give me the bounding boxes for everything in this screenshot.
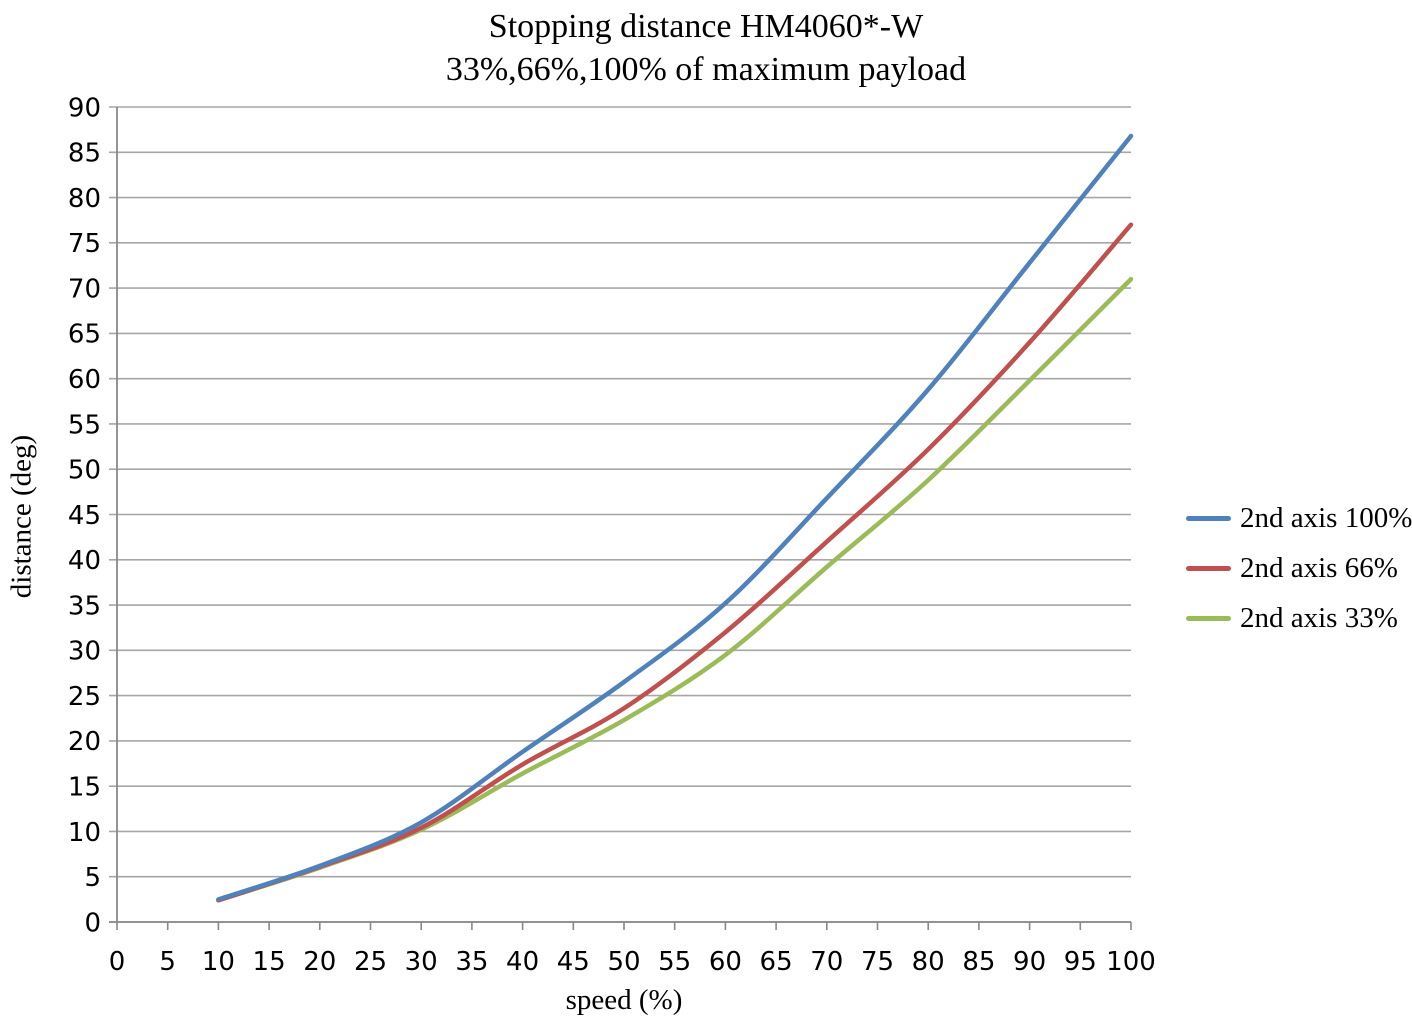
y-tick-label: 60	[68, 365, 101, 395]
legend-line-green-icon	[1186, 616, 1231, 621]
chart-title: Stopping distance HM4060*-W	[488, 8, 924, 45]
y-tick-label: 15	[68, 773, 101, 803]
x-tick-label: 55	[658, 947, 691, 977]
legend-item-100: 2nd axis 100%	[1186, 501, 1412, 536]
y-tick-label: 70	[68, 274, 101, 304]
legend-line-red-icon	[1186, 566, 1231, 571]
x-tick-label: 50	[607, 947, 640, 977]
x-axis-title: speed (%)	[565, 984, 683, 1016]
x-tick-label: 65	[760, 947, 793, 977]
x-tick-label: 25	[354, 947, 387, 977]
x-tick-label: 95	[1064, 947, 1097, 977]
legend-item-66: 2nd axis 66%	[1186, 551, 1412, 586]
y-tick-label: 65	[68, 320, 101, 350]
y-tick-label: 80	[68, 184, 101, 214]
y-tick-label: 50	[68, 456, 101, 486]
y-tick-label: 5	[84, 863, 101, 893]
legend-label-66: 2nd axis 66%	[1240, 552, 1398, 584]
chart-title-block: Stopping distance HM4060*-W 33%,66%,100%…	[0, 5, 1412, 91]
series-line-2nd-axis-66-	[216, 222, 1134, 903]
series-line-2nd-axis-100-	[216, 133, 1134, 902]
x-tick-label: 15	[253, 947, 286, 977]
x-tick-label: 60	[709, 947, 742, 977]
y-tick-label: 55	[68, 410, 101, 440]
legend-label-33: 2nd axis 33%	[1240, 602, 1398, 634]
x-tick-label: 100	[1106, 947, 1156, 977]
legend-label-100: 2nd axis 100%	[1240, 502, 1412, 534]
y-tick-label: 10	[68, 818, 101, 848]
y-tick-label: 30	[68, 637, 101, 667]
x-tick-label: 5	[159, 947, 176, 977]
x-tick-label: 10	[202, 947, 235, 977]
y-tick-label: 25	[68, 682, 101, 712]
x-tick-label: 80	[912, 947, 945, 977]
x-tick-label: 90	[1013, 947, 1046, 977]
x-tick-label: 45	[557, 947, 590, 977]
y-tick-label: 75	[68, 229, 101, 259]
x-tick-label: 70	[810, 947, 843, 977]
y-tick-label: 0	[84, 908, 101, 938]
y-tick-label: 45	[68, 501, 101, 531]
y-tick-label: 20	[68, 727, 101, 757]
y-tick-label: 40	[68, 546, 101, 576]
x-tick-label: 40	[506, 947, 539, 977]
chart-subtitle: 33%,66%,100% of maximum payload	[445, 51, 967, 88]
series-line-2nd-axis-33-	[216, 276, 1134, 903]
x-tick-label: 75	[861, 947, 894, 977]
legend-line-blue-icon	[1186, 516, 1231, 521]
x-tick-label: 85	[962, 947, 995, 977]
y-tick-label: 85	[68, 139, 101, 169]
x-tick-label: 35	[455, 947, 488, 977]
x-tick-label: 0	[109, 947, 126, 977]
y-tick-label: 35	[68, 591, 101, 621]
legend-item-33: 2nd axis 33%	[1186, 601, 1412, 636]
y-axis-title: distance (deg)	[5, 434, 38, 599]
y-tick-label: 90	[68, 93, 101, 123]
legend: 2nd axis 100% 2nd axis 66% 2nd axis 33%	[1186, 501, 1412, 636]
x-tick-label: 20	[303, 947, 336, 977]
x-tick-label: 30	[405, 947, 438, 977]
